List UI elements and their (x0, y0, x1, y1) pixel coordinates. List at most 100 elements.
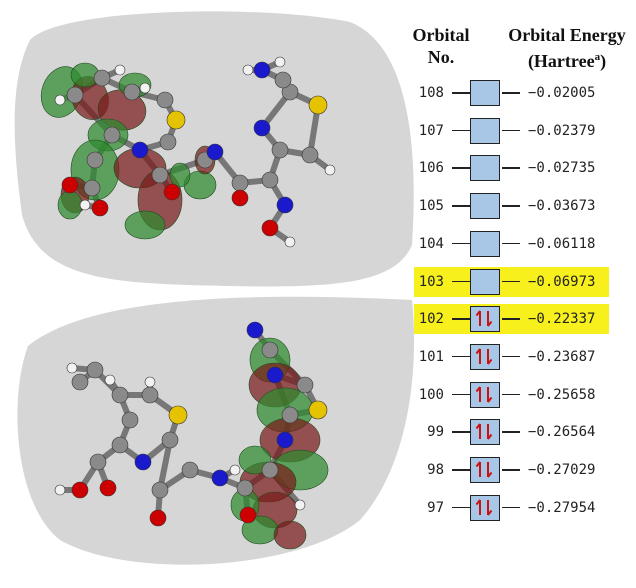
footnote-marker: a (594, 51, 601, 63)
atom-C (236, 479, 254, 497)
level-line-left (452, 431, 470, 433)
orbital-level-row: 105 −0.03673 (0, 189, 636, 223)
level-line-left (452, 355, 470, 358)
atom-C (159, 133, 177, 151)
orbital-number: 102 (418, 311, 444, 328)
orbital-energy-value: −0.06118 (528, 235, 596, 252)
atom-S (308, 400, 328, 420)
atom-C (83, 179, 101, 197)
orbital-energy-value: −0.27954 (528, 499, 596, 516)
level-line-left (452, 318, 470, 320)
atom-S (166, 110, 186, 130)
atom-H (66, 362, 78, 374)
orbital-header-line2: No. (427, 47, 455, 67)
atom-H (139, 82, 151, 94)
level-line-right (502, 92, 520, 94)
empty-orbital-box (470, 193, 500, 220)
atom-N (246, 321, 264, 339)
atom-C (86, 151, 104, 169)
atom-H (284, 236, 296, 248)
level-line-right (502, 469, 520, 471)
atom-H (274, 56, 286, 68)
atom-C (261, 341, 279, 359)
atom-C (151, 481, 169, 499)
atom-C (111, 436, 129, 454)
spin-pair-icon (475, 385, 493, 403)
atom-C (66, 86, 84, 104)
homo-bubble (17, 296, 415, 565)
orbital-level-row: 106 −0.02735 (0, 151, 636, 185)
atom-N (211, 469, 229, 487)
level-line-right (502, 280, 520, 282)
spin-pair-icon (475, 461, 493, 478)
occupied-orbital-box (470, 306, 500, 333)
homo-lobe (273, 520, 307, 550)
orbital-level-row: 101 −0.23687 (0, 340, 636, 374)
level-line-left (452, 167, 470, 169)
atom-O (91, 199, 109, 217)
orbital-header-line1: Orbital (412, 25, 470, 45)
empty-orbital-box (470, 268, 500, 295)
level-line-left (452, 205, 470, 207)
orbital-level-row: 107 −0.02379 (0, 114, 636, 148)
atom-C (89, 453, 107, 471)
orbital-energy-value: −0.22337 (528, 311, 596, 328)
atom-C (111, 386, 129, 404)
atom-C (103, 126, 121, 144)
atom-C (271, 141, 289, 159)
level-line-left (452, 242, 470, 245)
occupied-orbital-box (470, 494, 500, 521)
orbital-number: 97 (427, 499, 444, 516)
level-line-right (502, 506, 520, 509)
atom-C (301, 146, 319, 164)
energy-header-line1: Orbital Energy (508, 25, 626, 45)
atom-S (308, 95, 328, 115)
atom-O (61, 176, 79, 194)
spin-pair-icon (475, 499, 493, 516)
level-line-right (502, 242, 520, 245)
level-line-left (452, 92, 470, 94)
level-line-right (502, 355, 520, 358)
empty-orbital-box (470, 80, 500, 106)
orbital-number: 98 (427, 462, 444, 478)
level-line-right (502, 393, 520, 396)
atom-O (261, 219, 279, 237)
atom-H (242, 64, 254, 76)
empty-orbital-box (470, 155, 500, 182)
atom-C (121, 411, 139, 429)
orbital-energy-value: −0.27029 (528, 462, 596, 478)
atom-C (296, 376, 314, 394)
atom-C (281, 406, 299, 424)
atom-N (276, 431, 294, 449)
orbital-energy-value: −0.02735 (528, 160, 596, 177)
level-line-left (452, 393, 470, 396)
atom-C (86, 361, 104, 379)
atom-H (54, 94, 66, 106)
atom-N (131, 141, 149, 159)
orbital-number: 101 (418, 348, 444, 365)
orbital-level-row: 99 −0.26564 (0, 415, 636, 449)
lumo-lobe (169, 162, 191, 188)
orbital-level-row: 108 −0.02005 (0, 76, 636, 110)
atom-H (54, 484, 66, 496)
orbital-level-row: 102 −0.22337 (0, 302, 636, 336)
level-line-left (452, 129, 470, 132)
orbital-number: 100 (418, 386, 444, 403)
orbital-number: 108 (418, 85, 444, 101)
atom-O (231, 189, 249, 207)
occupied-orbital-box (470, 419, 500, 446)
orbital-energy-value: −0.02005 (528, 85, 596, 101)
energy-header-line2: (Hartreea) (498, 46, 636, 72)
orbital-level-row: 97 −0.27954 (0, 491, 636, 525)
atom-O (149, 509, 167, 527)
level-line-right (502, 318, 520, 320)
orbital-level-row: 98 −0.27029 (0, 453, 636, 487)
level-line-right (502, 129, 520, 132)
atom-H (144, 376, 156, 388)
bond (157, 437, 173, 493)
orbital-energy-value: −0.25658 (528, 386, 596, 403)
orbital-energy-header: Orbital Energy (Hartreea) (498, 24, 636, 72)
orbital-energy-value: −0.02379 (528, 122, 596, 139)
atom-C (274, 71, 292, 89)
empty-orbital-box (470, 230, 500, 257)
